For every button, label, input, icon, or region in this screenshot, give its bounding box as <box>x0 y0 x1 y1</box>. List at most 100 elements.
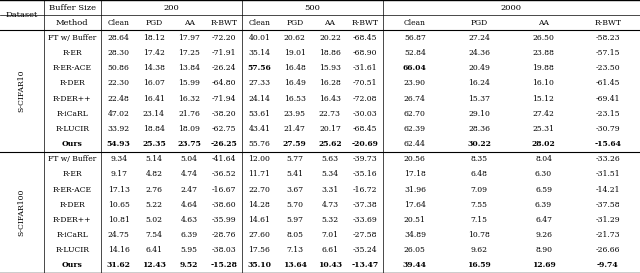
Text: R-iCaRL: R-iCaRL <box>56 231 88 239</box>
Text: -71.94: -71.94 <box>212 94 237 103</box>
Text: 8.04: 8.04 <box>535 155 552 163</box>
Text: 56.87: 56.87 <box>404 34 426 42</box>
Text: -21.73: -21.73 <box>596 231 620 239</box>
Text: -38.60: -38.60 <box>212 201 237 209</box>
Text: 27.59: 27.59 <box>283 140 307 148</box>
Text: 7.55: 7.55 <box>470 201 488 209</box>
Text: 17.18: 17.18 <box>404 170 426 179</box>
Text: 16.07: 16.07 <box>143 79 165 87</box>
Text: 11.71: 11.71 <box>248 170 271 179</box>
Text: Buffer Size: Buffer Size <box>49 4 96 11</box>
Text: -72.20: -72.20 <box>212 34 237 42</box>
Text: 16.59: 16.59 <box>467 262 491 269</box>
Text: 27.42: 27.42 <box>532 110 554 118</box>
Text: 19.01: 19.01 <box>284 49 306 57</box>
Text: 23.90: 23.90 <box>404 79 426 87</box>
Text: 6.59: 6.59 <box>535 186 552 194</box>
Text: 66.04: 66.04 <box>403 64 427 72</box>
Text: 62.70: 62.70 <box>404 110 426 118</box>
Text: 16.41: 16.41 <box>143 94 165 103</box>
Text: -37.38: -37.38 <box>353 201 378 209</box>
Text: 17.25: 17.25 <box>178 49 200 57</box>
Text: -69.41: -69.41 <box>596 94 620 103</box>
Text: 18.86: 18.86 <box>319 49 341 57</box>
Text: FT w/ Buffer: FT w/ Buffer <box>48 34 97 42</box>
Text: 5.41: 5.41 <box>286 170 303 179</box>
Text: -68.90: -68.90 <box>353 49 378 57</box>
Text: 2.47: 2.47 <box>180 186 198 194</box>
Text: 7.13: 7.13 <box>286 246 303 254</box>
Text: R-DER++: R-DER++ <box>53 94 92 103</box>
Text: 7.54: 7.54 <box>145 231 163 239</box>
Text: 40.01: 40.01 <box>248 34 271 42</box>
Text: -30.03: -30.03 <box>353 110 378 118</box>
Text: 20.22: 20.22 <box>319 34 341 42</box>
Text: 53.61: 53.61 <box>248 110 271 118</box>
Text: 5.70: 5.70 <box>286 201 303 209</box>
Text: 5.02: 5.02 <box>145 216 163 224</box>
Text: FT w/ Buffer: FT w/ Buffer <box>48 155 97 163</box>
Text: -30.79: -30.79 <box>596 125 620 133</box>
Text: 43.41: 43.41 <box>248 125 271 133</box>
Text: 24.14: 24.14 <box>248 94 271 103</box>
Text: R-LUCIR: R-LUCIR <box>55 246 90 254</box>
Text: 54.93: 54.93 <box>107 140 131 148</box>
Text: -15.28: -15.28 <box>211 262 237 269</box>
Text: -35.16: -35.16 <box>353 170 378 179</box>
Text: 9.26: 9.26 <box>535 231 552 239</box>
Text: 6.48: 6.48 <box>470 170 488 179</box>
Text: -9.74: -9.74 <box>597 262 619 269</box>
Text: -16.67: -16.67 <box>212 186 237 194</box>
Text: 2.76: 2.76 <box>145 186 163 194</box>
Text: 13.84: 13.84 <box>178 64 200 72</box>
Text: 6.61: 6.61 <box>321 246 339 254</box>
Text: R-ER: R-ER <box>63 49 82 57</box>
Text: 14.16: 14.16 <box>108 246 130 254</box>
Text: 8.35: 8.35 <box>470 155 488 163</box>
Text: 20.56: 20.56 <box>404 155 426 163</box>
Text: Clean: Clean <box>248 19 271 27</box>
Text: 28.64: 28.64 <box>108 34 130 42</box>
Text: Ours: Ours <box>62 262 83 269</box>
Text: 47.02: 47.02 <box>108 110 130 118</box>
Text: -27.58: -27.58 <box>353 231 378 239</box>
Text: Clean: Clean <box>404 19 426 27</box>
Text: 20.51: 20.51 <box>404 216 426 224</box>
Text: -33.69: -33.69 <box>353 216 378 224</box>
Text: 4.63: 4.63 <box>180 216 198 224</box>
Text: R-BWT: R-BWT <box>351 19 379 27</box>
Text: Method: Method <box>56 19 88 27</box>
Text: -31.61: -31.61 <box>353 64 378 72</box>
Text: 13.64: 13.64 <box>283 262 307 269</box>
Text: 23.88: 23.88 <box>532 49 554 57</box>
Text: 6.39: 6.39 <box>180 231 198 239</box>
Text: -72.08: -72.08 <box>353 94 378 103</box>
Text: -20.69: -20.69 <box>352 140 378 148</box>
Text: -26.25: -26.25 <box>211 140 237 148</box>
Text: 5.63: 5.63 <box>321 155 339 163</box>
Text: 28.36: 28.36 <box>468 125 490 133</box>
Text: -35.99: -35.99 <box>212 216 237 224</box>
Text: 20.17: 20.17 <box>319 125 341 133</box>
Text: R-ER-ACE: R-ER-ACE <box>53 64 92 72</box>
Text: 24.75: 24.75 <box>108 231 130 239</box>
Text: 15.93: 15.93 <box>319 64 341 72</box>
Text: 30.22: 30.22 <box>467 140 491 148</box>
Text: 4.64: 4.64 <box>180 201 198 209</box>
Text: 20.62: 20.62 <box>284 34 306 42</box>
Text: 19.88: 19.88 <box>532 64 554 72</box>
Text: -26.66: -26.66 <box>596 246 620 254</box>
Text: -28.76: -28.76 <box>212 231 237 239</box>
Text: -70.51: -70.51 <box>353 79 378 87</box>
Text: 5.97: 5.97 <box>286 216 303 224</box>
Text: 22.73: 22.73 <box>319 110 341 118</box>
Text: 62.44: 62.44 <box>404 140 426 148</box>
Text: 7.01: 7.01 <box>321 231 339 239</box>
Text: 5.95: 5.95 <box>180 246 198 254</box>
Text: 9.62: 9.62 <box>470 246 488 254</box>
Text: 23.95: 23.95 <box>284 110 306 118</box>
Text: -23.15: -23.15 <box>596 110 620 118</box>
Text: R-ER: R-ER <box>63 170 82 179</box>
Text: -68.45: -68.45 <box>353 125 378 133</box>
Text: -41.64: -41.64 <box>212 155 237 163</box>
